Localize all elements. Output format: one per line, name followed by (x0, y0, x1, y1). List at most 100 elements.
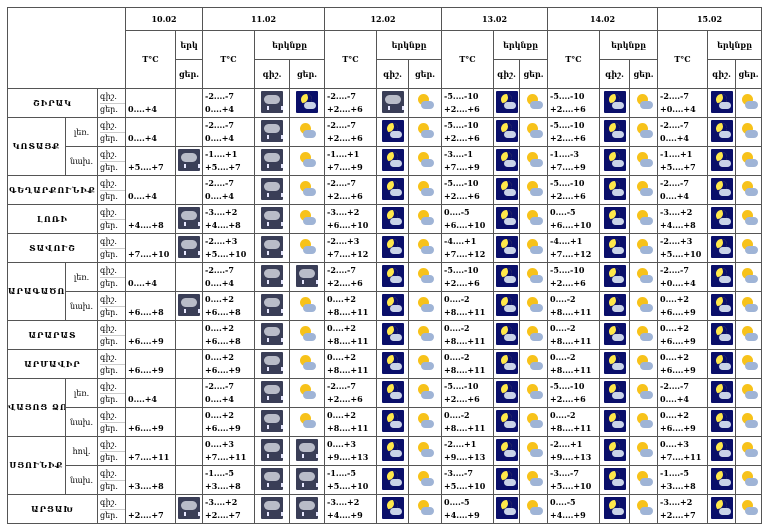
moon-cloud-icon (710, 120, 733, 142)
night-temp: -2....-7 (205, 265, 234, 275)
rain-cloud-icon (261, 236, 284, 258)
sun-shape (526, 384, 538, 395)
sun-cloud-icon (522, 381, 545, 403)
icon-cell (599, 407, 631, 437)
cloud-shape (303, 333, 317, 341)
sun-cloud-icon (414, 410, 437, 432)
temperature-cell: +7....+11 (125, 436, 177, 466)
moon-shape (608, 413, 620, 424)
day-temp: +2....+6 (327, 191, 363, 201)
moon-cloud-icon (381, 410, 404, 432)
cloud-shape (421, 507, 435, 515)
sun-shape (636, 94, 648, 105)
temp-header: T°C (547, 30, 601, 89)
icon-cell (493, 436, 521, 466)
rain-shape (267, 135, 284, 139)
sun-shape (526, 442, 538, 453)
moon-shape (386, 297, 398, 308)
moon-shape (715, 94, 727, 105)
cloud-shape (639, 275, 653, 283)
sun-shape (300, 239, 312, 250)
cloud-shape (503, 276, 516, 283)
icon-cell (629, 291, 659, 321)
temperature-cell: -5....-10 +2....+6 (441, 378, 495, 408)
temperature-cell: -2....+1 +9....+13 (547, 436, 601, 466)
date-header: 10.02 (125, 7, 204, 31)
day-temp: +6....+9 (660, 365, 696, 375)
day-temp: 0....+4 (128, 133, 157, 143)
day-night-labels: գիշ. ցեր. (96, 494, 127, 524)
rain-cloud-icon (261, 91, 284, 113)
temperature-cell: +7....+10 (125, 233, 177, 263)
cloud-shape (718, 189, 731, 196)
sun-cloud-icon (632, 468, 655, 490)
rain-cloud-icon (178, 497, 201, 519)
day-temp: +2....+6 (327, 133, 363, 143)
icon-cell (493, 494, 521, 524)
sun-shape (741, 500, 753, 511)
day-temp: +6....+10 (327, 220, 369, 230)
night-temp: -2....+1 (550, 439, 583, 449)
icon-cell (254, 320, 291, 350)
day-night-labels: գիշ. ցեր. (96, 233, 127, 263)
icon-cell (629, 378, 659, 408)
day-subheader: ցեր. (629, 59, 659, 89)
date-header: 15.02 (657, 7, 763, 31)
moon-shape (608, 239, 620, 250)
sun-shape (636, 355, 648, 366)
icon-cell (289, 378, 326, 408)
table-row: ԱՐՑԱԽ գիշ. ցեր. +2....+7 -3....+2 +2....+7 -3.… (7, 494, 763, 524)
region-name: ԱՐՄԱՎԻՐ (7, 349, 98, 379)
cloud-shape (421, 246, 435, 254)
cloud-shape (503, 247, 516, 254)
day-temp: +5....+10 (444, 481, 486, 491)
sun-cloud-icon (414, 439, 437, 461)
day-temp: 0....+4 (128, 104, 157, 114)
moon-cloud-icon (381, 207, 404, 229)
cloud-shape (611, 508, 624, 515)
sun-shape (636, 413, 648, 424)
temperature-cell: -5....-10 +2....+6 (547, 175, 601, 205)
night-temp: 0....-2 (550, 410, 576, 420)
day-temp: +8....+11 (444, 365, 486, 375)
moon-shape (608, 123, 620, 134)
sun-cloud-icon (632, 497, 655, 519)
icon-cell (376, 233, 410, 263)
night-temp: -4....+1 (444, 236, 477, 246)
day-label: ցեր. (100, 307, 118, 317)
cloud-shape (389, 305, 402, 312)
sun-shape (636, 123, 648, 134)
day-temp: +8....+11 (327, 336, 369, 346)
day-label: ցեր. (100, 394, 118, 404)
sun-cloud-icon (522, 120, 545, 142)
rain-shape (184, 251, 201, 255)
cloud-shape (299, 501, 316, 510)
day-temp: +2....+7 (660, 510, 696, 520)
icon-cell (519, 349, 549, 379)
moon-shape (608, 471, 620, 482)
icon-cell (519, 436, 549, 466)
icon-cell (707, 233, 737, 263)
night-temp: -1....-5 (327, 468, 356, 478)
table-row: նախ. գիշ. ցեր. +6....+9 0....+2 +6....+9 0....… (8, 407, 763, 437)
day-temp: +7....+9 (444, 162, 480, 172)
temperature-cell: 0....+2 +6....+9 (202, 407, 256, 437)
icon-cell (175, 262, 204, 292)
day-temp: +8....+11 (550, 423, 592, 433)
cloud-shape (264, 182, 281, 191)
night-temp: 0....+2 (205, 294, 234, 304)
sun-shape (526, 123, 538, 134)
icon-cell (599, 88, 631, 118)
cloud-shape (639, 362, 653, 370)
cloud-shape (303, 420, 317, 428)
icon-cell (735, 204, 763, 234)
icon-cell (735, 88, 763, 118)
sun-shape (300, 326, 312, 337)
temperature-cell: -3....+2 +4....+9 (324, 494, 378, 524)
night-temp: 0....-5 (550, 497, 576, 507)
moon-cloud-icon (710, 468, 733, 490)
day-subheader: ցեր. (289, 59, 326, 89)
date-header: 14.02 (547, 7, 659, 31)
rain-shape (267, 396, 284, 400)
day-temp: +2....+6 (550, 133, 586, 143)
